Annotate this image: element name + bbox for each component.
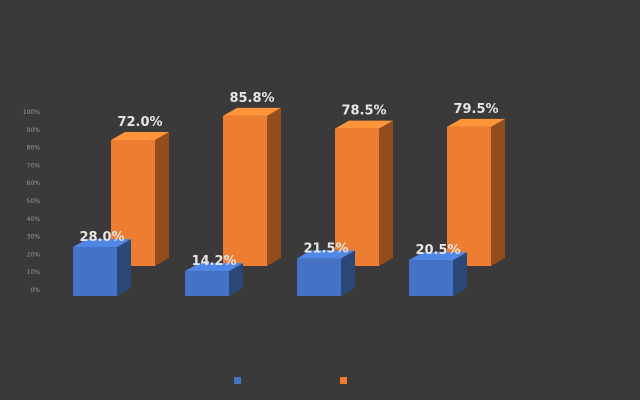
bars bbox=[73, 107, 505, 296]
y-tick-label: 60% bbox=[27, 180, 41, 187]
back-series-bar bbox=[335, 120, 393, 266]
y-tick-label: 80% bbox=[27, 145, 41, 152]
back-series-bar-top bbox=[447, 118, 505, 127]
legend-swatch-1 bbox=[234, 377, 241, 384]
front-series-bar-front bbox=[73, 247, 117, 296]
back-series-bar-side bbox=[267, 107, 281, 266]
front-series-bar bbox=[185, 263, 243, 296]
front-series-bar-front bbox=[185, 271, 229, 296]
back-series-data-label: 79.5% bbox=[453, 102, 498, 117]
back-series-bar-front bbox=[447, 126, 491, 266]
y-tick-label: 70% bbox=[27, 162, 41, 169]
front-series-bar-front bbox=[297, 258, 341, 296]
front-series-bar-front bbox=[409, 260, 453, 296]
back-series-data-label: 78.5% bbox=[341, 104, 386, 119]
front-series-bar-top bbox=[297, 250, 355, 259]
front-series-bar-side bbox=[341, 250, 355, 296]
y-tick-label: 30% bbox=[27, 234, 41, 241]
back-series-bar-top bbox=[111, 132, 169, 140]
front-series-data-label: 28.0% bbox=[79, 230, 124, 245]
data-labels: 72.0% 85.8% 78.5% 79.5% 28.0% 14.2% 21.5% 20.5% bbox=[79, 91, 498, 269]
y-tick-label: 0% bbox=[30, 287, 40, 294]
front-series-bar bbox=[409, 252, 467, 296]
y-tick-label: 50% bbox=[27, 198, 41, 205]
front-series-bar-top bbox=[409, 252, 467, 261]
y-tick-label: 20% bbox=[27, 251, 41, 258]
front-series-data-label: 14.2% bbox=[191, 254, 236, 269]
back-series-bar-top bbox=[223, 107, 281, 116]
front-series-data-label: 21.5% bbox=[303, 241, 348, 256]
back-series-bar-side bbox=[379, 120, 393, 266]
y-tick-label: 10% bbox=[27, 269, 41, 276]
back-series-bar-side bbox=[491, 118, 505, 266]
front-series-bar-top bbox=[73, 239, 131, 247]
y-tick-label: 90% bbox=[27, 127, 41, 134]
y-tick-label: 100% bbox=[23, 109, 40, 116]
front-series-bar-side bbox=[229, 263, 243, 296]
front-series-bar bbox=[297, 250, 355, 296]
back-series-bar-side bbox=[155, 132, 169, 266]
legend-swatch-2 bbox=[340, 377, 347, 384]
y-axis: 0% 10% 20% 30% 40% 50% 60% 70% 80% 90% 100% bbox=[23, 109, 40, 294]
front-series-data-label: 20.5% bbox=[415, 243, 460, 258]
back-series-bar bbox=[447, 118, 505, 266]
back-series-bar-front bbox=[223, 115, 267, 266]
front-series-bar-top bbox=[185, 263, 243, 272]
back-series-data-label: 72.0% bbox=[117, 115, 162, 130]
back-series-data-label: 85.8% bbox=[229, 91, 274, 106]
back-series-bar-top bbox=[335, 120, 393, 129]
back-series-bar-front bbox=[335, 128, 379, 266]
front-series-bar bbox=[73, 239, 131, 296]
front-series-bar-side bbox=[453, 252, 467, 296]
legend bbox=[234, 377, 347, 384]
y-tick-label: 40% bbox=[27, 216, 41, 223]
back-series-bar bbox=[223, 107, 281, 266]
source-footer bbox=[0, 400, 640, 419]
bar-chart: 0% 10% 20% 30% 40% 50% 60% 70% 80% 90% 100% 72.0% 8… bbox=[23, 91, 505, 384]
front-series-bar-side bbox=[117, 239, 131, 296]
